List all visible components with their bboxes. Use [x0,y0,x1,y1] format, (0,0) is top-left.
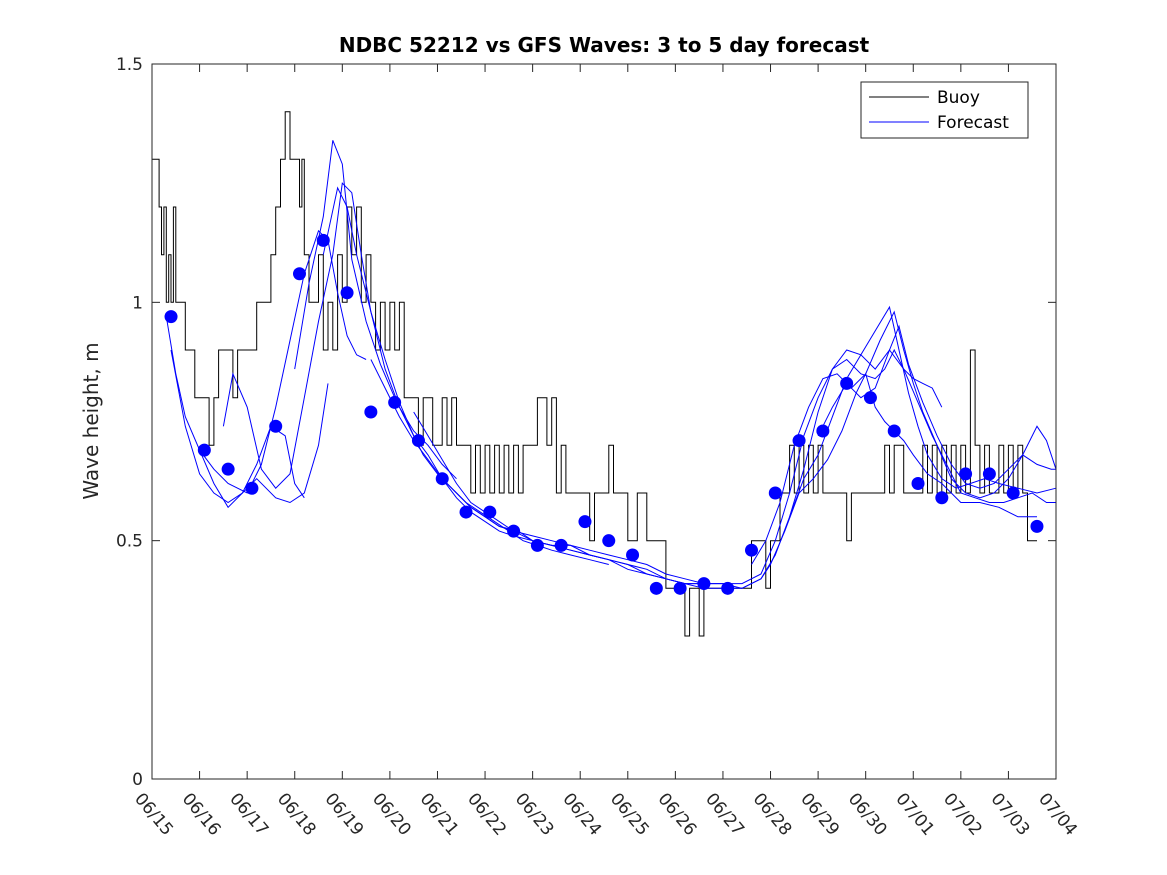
forecast-line [789,324,1056,517]
forecast-point [388,395,402,409]
forecast-line [199,383,329,509]
forecast-point [887,424,901,438]
forecast-point [459,505,473,519]
y-axis-label: Wave height, m [79,342,103,499]
forecast-point [721,581,735,595]
chart-title: NDBC 52212 vs GFS Waves: 3 to 5 day fore… [339,33,870,57]
forecast-point [435,472,449,486]
y-axis: 0 0.5 1 1.5 [116,55,1056,790]
y-tick-label: 1.5 [116,55,143,75]
forecast-point [221,462,235,476]
forecast-line [222,182,457,489]
legend-forecast-label: Forecast [937,113,1009,133]
forecast-point [578,515,592,529]
buoy-series [152,111,1037,637]
forecast-point [744,543,758,557]
axes-frame [151,63,1057,780]
forecast-point [626,548,640,562]
forecast-line [441,348,943,585]
forecast-point [530,538,544,552]
legend-buoy-label: Buoy [937,88,980,108]
forecast-point [269,419,283,433]
forecast-point [316,233,330,247]
forecast-line [817,348,1056,503]
forecast-point [507,524,521,538]
forecast-point [411,434,425,448]
forecast-point [245,481,259,495]
forecast-line [165,229,367,494]
forecast-point [911,476,925,490]
forecast-point [673,581,687,595]
legend-box [860,81,1029,139]
forecast-point [982,467,996,481]
forecast-point [1030,519,1044,533]
y-tick-label: 0 [132,770,143,790]
buoy-line [152,111,1037,637]
forecast-point [483,505,497,519]
forecast-point [340,286,354,300]
forecast-point [649,581,663,595]
forecast-point [292,267,306,281]
forecast-line [751,310,1057,565]
forecast-point [863,391,877,405]
forecast-point [364,405,378,419]
forecast-point [959,467,973,481]
forecast-point [197,443,211,457]
forecast-point [792,434,806,448]
plot-area [152,111,1057,637]
forecast-point [697,577,711,591]
forecast-point [554,538,568,552]
forecast-point [935,491,949,505]
forecast-point [840,376,854,390]
forecast-point [1006,486,1020,500]
forecast-point [602,534,616,548]
forecast-point [816,424,830,438]
forecast-markers [164,233,1044,595]
forecast-point [768,486,782,500]
forecast-point [164,310,178,324]
legend: Buoy Forecast [860,81,1029,139]
y-tick-label: 0.5 [116,532,143,552]
y-tick-label: 1 [132,293,143,313]
